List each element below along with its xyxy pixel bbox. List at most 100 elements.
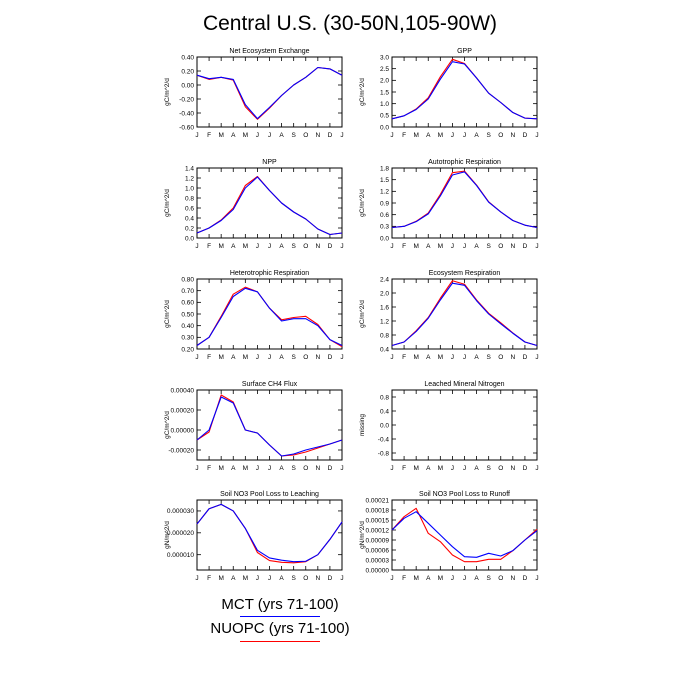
y-tick-label: 1.0 xyxy=(185,185,194,192)
x-tick-label: D xyxy=(523,354,528,361)
x-tick-label: M xyxy=(243,575,248,582)
x-tick-label: D xyxy=(328,354,333,361)
panel-title: Soil NO3 Pool Loss to Leaching xyxy=(220,491,319,498)
x-tick-label: A xyxy=(474,132,479,139)
y-tick-label: 1.5 xyxy=(380,177,389,184)
x-tick-label: A xyxy=(426,132,431,139)
chart-panel-3: Autotrophic Respiration gC/m^2/d 1.8 1.5 1.2… xyxy=(359,159,539,250)
y-tick-label: 1.4 xyxy=(185,165,194,172)
x-tick-label: J xyxy=(340,243,343,250)
panel-title: Autotrophic Respiration xyxy=(428,159,501,166)
plot-frame xyxy=(196,389,343,461)
series-line-mct xyxy=(196,287,343,346)
x-tick-label: M xyxy=(438,354,443,361)
y-tick-label: 0.6 xyxy=(380,212,389,219)
x-tick-label: N xyxy=(315,575,320,582)
y-tick-label: 2.0 xyxy=(380,290,389,297)
y-tick-label: 0.00 xyxy=(181,82,194,89)
panel-title: Surface CH4 Flux xyxy=(242,381,298,388)
y-tick-label: 1.8 xyxy=(380,165,389,172)
y-tick-label: 1.2 xyxy=(380,189,389,196)
series-line-nuopc xyxy=(391,58,538,120)
x-tick-label: S xyxy=(486,575,491,582)
x-tick-label: J xyxy=(535,354,538,361)
x-tick-label: J xyxy=(268,354,271,361)
y-tick-label: -0.00020 xyxy=(168,447,194,454)
series-line-mct xyxy=(391,511,538,558)
x-tick-label: O xyxy=(303,575,308,582)
x-tick-label: F xyxy=(402,465,406,472)
x-tick-label: A xyxy=(279,575,284,582)
x-tick-label: J xyxy=(463,354,466,361)
y-tick-label: 0.4 xyxy=(380,408,389,415)
x-tick-label: A xyxy=(279,243,284,250)
x-tick-label: J xyxy=(390,354,393,361)
x-tick-label: O xyxy=(498,243,503,250)
series-line-mct xyxy=(391,171,538,229)
x-tick-label: A xyxy=(231,243,236,250)
x-tick-label: M xyxy=(413,243,418,250)
x-tick-label: F xyxy=(207,354,211,361)
x-tick-label: F xyxy=(402,575,406,582)
x-tick-label: N xyxy=(315,132,320,139)
x-tick-label: M xyxy=(218,354,223,361)
x-tick-label: J xyxy=(340,575,343,582)
panel-title: Ecosystem Respiration xyxy=(429,270,501,277)
x-tick-label: D xyxy=(328,132,333,139)
x-tick-label: S xyxy=(291,132,296,139)
panel-title: Net Ecosystem Exchange xyxy=(229,48,309,55)
x-tick-label: O xyxy=(303,354,308,361)
y-tick-label: 0.8 xyxy=(185,195,194,202)
x-tick-label: J xyxy=(340,132,343,139)
x-tick-label: F xyxy=(207,132,211,139)
x-tick-label: M xyxy=(243,465,248,472)
chart-panel-9: Soil NO3 Pool Loss to RunoffgN/m^2/d0.00… xyxy=(359,491,539,582)
y-tick-label: 0.0 xyxy=(380,124,389,131)
x-tick-label: J xyxy=(451,465,454,472)
y-tick-label: 0.4 xyxy=(185,215,194,222)
plot-frame xyxy=(391,278,538,350)
y-tick-label: 0.00018 xyxy=(366,507,390,514)
x-tick-label: J xyxy=(451,575,454,582)
x-tick-label: J xyxy=(195,465,198,472)
x-tick-label: J xyxy=(390,132,393,139)
y-tick-label: 0.00003 xyxy=(366,557,390,564)
y-axis-label: gC/m^2/d xyxy=(359,189,366,217)
x-tick-label: D xyxy=(328,243,333,250)
x-tick-label: M xyxy=(243,354,248,361)
x-tick-label: M xyxy=(438,575,443,582)
y-tick-label: 0.2 xyxy=(185,225,194,232)
x-tick-label: N xyxy=(510,132,515,139)
x-tick-label: D xyxy=(328,575,333,582)
y-tick-label: -0.20 xyxy=(179,96,194,103)
y-axis-label: gC/m^2/d xyxy=(164,189,171,217)
x-tick-label: J xyxy=(268,465,271,472)
y-tick-label: 0.8 xyxy=(380,332,389,339)
chart-panel-8: Soil NO3 Pool Loss to LeachinggN/m^2/d0.… xyxy=(164,491,344,582)
x-tick-label: F xyxy=(207,575,211,582)
y-tick-label: 2.0 xyxy=(380,78,389,85)
x-tick-label: J xyxy=(256,465,259,472)
y-tick-label: 0.4 xyxy=(380,346,389,353)
x-tick-label: F xyxy=(207,465,211,472)
x-tick-label: O xyxy=(303,243,308,250)
series-line-nuopc xyxy=(391,170,538,229)
x-tick-label: J xyxy=(195,575,198,582)
series-line-nuopc xyxy=(196,175,343,236)
x-tick-label: N xyxy=(510,465,515,472)
panel-title: Heterotrophic Respiration xyxy=(230,270,309,277)
x-tick-label: M xyxy=(413,465,418,472)
x-tick-label: J xyxy=(195,243,198,250)
x-tick-label: M xyxy=(243,243,248,250)
x-tick-label: J xyxy=(535,132,538,139)
y-axis-label: gC/m^2/d xyxy=(164,78,171,106)
x-tick-label: N xyxy=(510,354,515,361)
y-tick-label: -0.60 xyxy=(179,124,194,131)
x-tick-label: S xyxy=(291,575,296,582)
series-line-nuopc xyxy=(391,280,538,347)
legend-line-nuopc xyxy=(240,641,320,642)
x-tick-label: J xyxy=(195,354,198,361)
x-tick-label: S xyxy=(486,132,491,139)
